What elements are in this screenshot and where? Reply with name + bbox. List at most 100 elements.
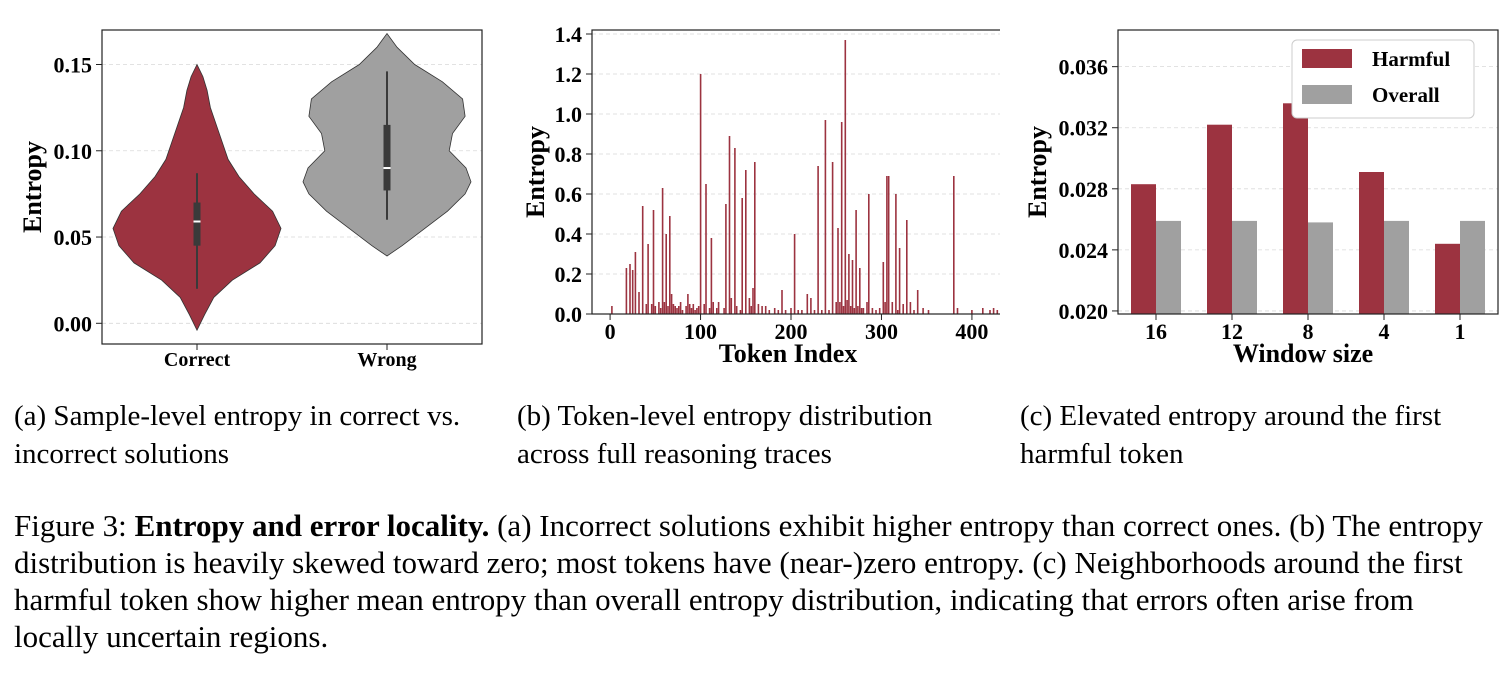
token-y-tick-label: 1.4 xyxy=(555,22,583,47)
token-entropy-bar xyxy=(631,270,634,314)
figure-caption: Figure 3: Entropy and error locality. (a… xyxy=(14,507,1504,655)
token-entropy-bar xyxy=(875,310,877,314)
token-entropy-bar xyxy=(839,302,841,314)
token-entropy-bar xyxy=(784,310,787,314)
token-entropy-bar xyxy=(634,252,637,314)
token-entropy-bar xyxy=(645,304,648,314)
token-entropy-bar xyxy=(840,122,843,314)
subcaption-b: (b) Token-level entropy distribution acr… xyxy=(517,400,933,470)
token-entropy-bar xyxy=(652,210,655,314)
subcaption-a: (a) Sample-level entropy in correct vs. … xyxy=(14,400,461,470)
token-entropy-bar xyxy=(659,308,662,314)
window-x-axis-label: Window size xyxy=(1233,339,1373,368)
token-y-tick-label: 0.2 xyxy=(555,262,583,287)
token-y-tick-label: 0.4 xyxy=(555,222,583,247)
token-y-tick-label: 0.6 xyxy=(555,182,583,207)
legend-label-harmful: Harmful xyxy=(1372,47,1450,71)
token-entropy-bar xyxy=(828,310,830,314)
token-entropy-bar xyxy=(741,198,743,314)
token-entropy-bar xyxy=(716,308,718,314)
token-entropy-bar xyxy=(806,294,809,314)
token-entropy-bar xyxy=(855,210,857,314)
window-bar-overall xyxy=(1156,220,1181,314)
violin-box-correct xyxy=(193,202,201,246)
token-entropy-bar xyxy=(712,302,714,314)
token-entropy-bar xyxy=(817,166,819,314)
window-bar-overall xyxy=(1384,220,1409,314)
token-entropy-chart: 0.00.20.40.60.81.01.21.4 010020030040050… xyxy=(521,22,1000,368)
figure-label: Figure 3: xyxy=(14,508,127,543)
token-entropy-bar xyxy=(853,308,856,314)
token-entropy-bar xyxy=(859,268,861,314)
token-entropy-bar xyxy=(710,238,713,314)
token-entropy-bar xyxy=(661,188,664,314)
token-x-axis-label: Token Index xyxy=(719,339,858,368)
token-x-tick-label: 100 xyxy=(684,319,717,344)
token-entropy-bar xyxy=(922,308,924,314)
token-entropy-bar xyxy=(611,306,613,314)
token-entropy-bar xyxy=(674,306,676,314)
token-entropy-bar xyxy=(844,40,847,314)
token-entropy-bar xyxy=(992,308,995,314)
violin-y-tick-label: 0.05 xyxy=(54,225,93,250)
violin-box-wrong xyxy=(383,124,391,191)
window-y-tick-label: 0.032 xyxy=(1059,116,1109,141)
token-entropy-bar xyxy=(886,176,888,314)
token-entropy-bar xyxy=(898,248,901,314)
violin-y-tick-label: 0.00 xyxy=(54,311,93,336)
violin-y-axis-label: Entropy xyxy=(18,141,47,233)
window-x-tick-label: 1 xyxy=(1455,319,1466,344)
token-entropy-bar xyxy=(658,302,660,314)
violin-bodies xyxy=(112,32,472,332)
window-x-tick-label: 8 xyxy=(1303,319,1314,344)
violin-inner-boxes xyxy=(193,71,391,289)
window-x-ticks: 16 12 8 4 1 xyxy=(1145,314,1466,344)
token-entropy-bar xyxy=(754,162,756,314)
violin-x-ticks: Correct Wrong xyxy=(164,344,417,371)
window-size-chart: 0.020 0.024 0.028 0.032 0.036 16 12 8 4 1 Entrop… xyxy=(1023,29,1499,368)
token-y-tick-label: 0.0 xyxy=(555,302,583,327)
token-entropy-bar xyxy=(667,306,669,314)
token-entropy-bar xyxy=(717,302,720,314)
token-entropy-bar xyxy=(676,308,678,314)
token-entropy-bar xyxy=(625,268,628,314)
token-entropy-bar xyxy=(909,302,912,314)
token-entropy-bar xyxy=(734,148,736,314)
window-y-axis-label: Entropy xyxy=(1023,126,1052,218)
token-entropy-bar xyxy=(884,302,886,314)
token-entropy-bar xyxy=(694,310,696,314)
violin-y-ticks: 0.00 0.05 0.10 0.15 xyxy=(54,53,102,336)
token-entropy-bar xyxy=(735,306,738,314)
token-entropy-bar xyxy=(851,260,854,314)
window-bar-harmful xyxy=(1283,103,1308,314)
token-entropy-bar xyxy=(629,264,631,314)
token-entropy-bar xyxy=(650,304,653,314)
token-entropy-bar xyxy=(752,288,754,314)
token-entropy-bar xyxy=(813,310,816,314)
legend: Harmful Overall xyxy=(1291,39,1475,119)
token-entropy-bar xyxy=(790,308,792,314)
token-entropy-bar xyxy=(690,308,693,314)
token-entropy-bar xyxy=(699,74,702,314)
token-entropy-bar xyxy=(663,302,666,314)
violin-plot-frame xyxy=(101,29,483,345)
token-entropy-bar xyxy=(906,220,908,314)
token-entropy-bar xyxy=(837,228,839,314)
token-entropy-bar xyxy=(672,304,675,314)
token-entropy-bar xyxy=(868,194,870,314)
window-x-tick-label: 12 xyxy=(1221,319,1243,344)
token-entropy-bar xyxy=(705,184,707,314)
token-entropy-bar xyxy=(862,308,865,314)
token-y-axis-label-visible: Entropy xyxy=(521,126,550,218)
token-entropy-bar xyxy=(641,206,644,314)
token-entropy-bars xyxy=(611,40,999,314)
window-y-ticks: 0.020 0.024 0.028 0.032 0.036 xyxy=(1059,55,1118,324)
token-entropy-bar xyxy=(768,310,771,314)
token-entropy-bar xyxy=(916,290,919,314)
token-entropy-bar xyxy=(697,306,700,314)
token-entropy-bar xyxy=(882,262,885,314)
token-entropy-bar xyxy=(638,292,640,314)
token-entropy-bar xyxy=(728,136,731,314)
window-x-tick-label: 16 xyxy=(1145,319,1167,344)
token-entropy-bar xyxy=(913,310,915,314)
